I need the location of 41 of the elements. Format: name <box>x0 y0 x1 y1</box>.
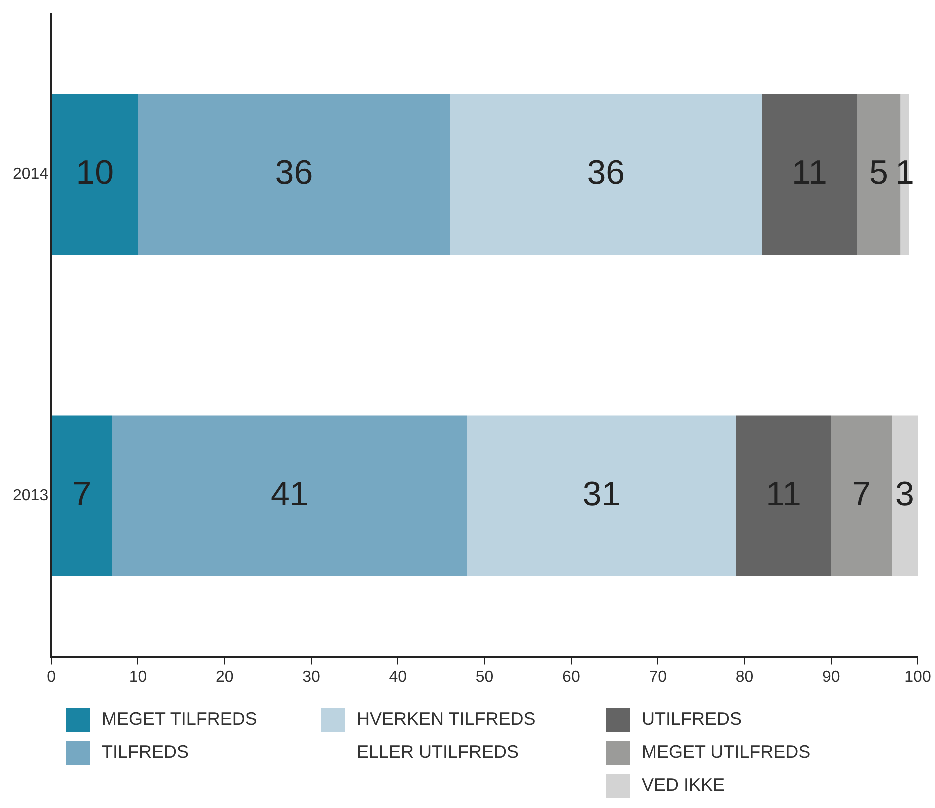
bar <box>112 416 468 576</box>
data-label: 1 <box>896 154 914 192</box>
data-label: 3 <box>896 475 914 514</box>
x-tick-label: 30 <box>302 668 321 686</box>
data-label: 31 <box>582 475 621 514</box>
x-tick-label: 10 <box>129 668 148 686</box>
x-tick-label: 80 <box>736 668 754 686</box>
legend-label: MEGET TILFREDS <box>102 708 258 731</box>
data-label: 36 <box>275 154 314 192</box>
data-label: 10 <box>76 154 114 192</box>
bar <box>52 416 112 576</box>
bar <box>762 94 858 256</box>
bar <box>892 416 918 576</box>
x-tick-label: 70 <box>649 668 668 686</box>
y-tick-label: 2014 <box>13 166 49 184</box>
data-label: 36 <box>587 154 626 192</box>
bar <box>736 416 832 576</box>
bar <box>138 94 450 256</box>
data-label: 5 <box>870 154 888 192</box>
legend-label: UTILFREDS <box>642 708 742 731</box>
bar <box>831 416 892 576</box>
y-tick-label: 2013 <box>13 488 49 505</box>
x-tick-label: 20 <box>216 668 234 686</box>
bar <box>450 94 762 256</box>
x-tick-label: 50 <box>476 668 494 686</box>
legend-label: MEGET UTILFREDS <box>642 741 811 764</box>
x-tick-label: 40 <box>389 668 408 686</box>
legend-label: VED IKKE <box>642 774 726 797</box>
x-tick-label: 60 <box>562 668 580 686</box>
data-label: 7 <box>852 475 872 514</box>
data-label: 11 <box>792 154 828 192</box>
x-tick-label: 0 <box>47 668 56 686</box>
bar <box>52 94 138 256</box>
bar <box>467 416 736 576</box>
legend-label: HVERKEN TILFREDS ELLER UTILFREDS <box>357 708 537 764</box>
data-label: 11 <box>766 475 802 514</box>
data-label: 7 <box>72 475 92 514</box>
x-tick-label: 100 <box>904 668 932 686</box>
legend-label: TILFREDS <box>102 741 190 764</box>
data-label: 41 <box>270 475 309 514</box>
x-tick-label: 90 <box>822 668 840 686</box>
